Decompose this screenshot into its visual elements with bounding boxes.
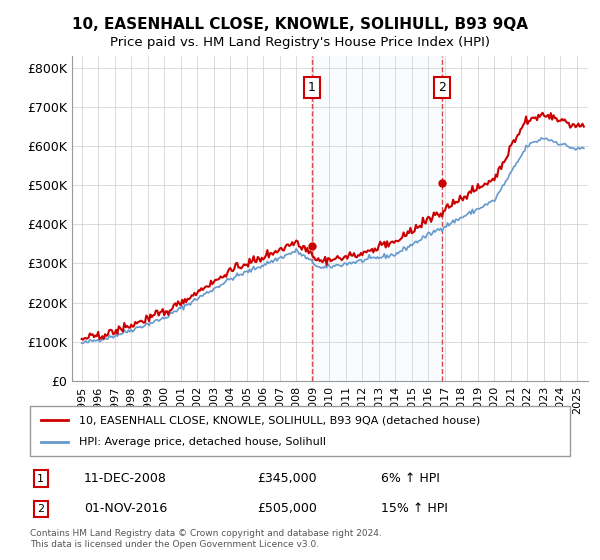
Text: 2: 2 (37, 504, 44, 514)
Text: Price paid vs. HM Land Registry's House Price Index (HPI): Price paid vs. HM Land Registry's House … (110, 36, 490, 49)
Text: 1: 1 (37, 474, 44, 484)
Text: 01-NOV-2016: 01-NOV-2016 (84, 502, 167, 515)
Text: HPI: Average price, detached house, Solihull: HPI: Average price, detached house, Soli… (79, 437, 326, 447)
Text: 6% ↑ HPI: 6% ↑ HPI (381, 472, 440, 485)
Text: Contains HM Land Registry data © Crown copyright and database right 2024.
This d: Contains HM Land Registry data © Crown c… (30, 529, 382, 549)
Text: 10, EASENHALL CLOSE, KNOWLE, SOLIHULL, B93 9QA: 10, EASENHALL CLOSE, KNOWLE, SOLIHULL, B… (72, 17, 528, 32)
Bar (311, 56, 442, 381)
FancyBboxPatch shape (30, 406, 570, 456)
Text: 10, EASENHALL CLOSE, KNOWLE, SOLIHULL, B93 9QA (detached house): 10, EASENHALL CLOSE, KNOWLE, SOLIHULL, B… (79, 415, 480, 425)
Text: 2: 2 (438, 81, 446, 94)
Text: £345,000: £345,000 (257, 472, 316, 485)
Text: 1: 1 (308, 81, 316, 94)
Text: 15% ↑ HPI: 15% ↑ HPI (381, 502, 448, 515)
Text: £505,000: £505,000 (257, 502, 317, 515)
Text: 11-DEC-2008: 11-DEC-2008 (84, 472, 167, 485)
